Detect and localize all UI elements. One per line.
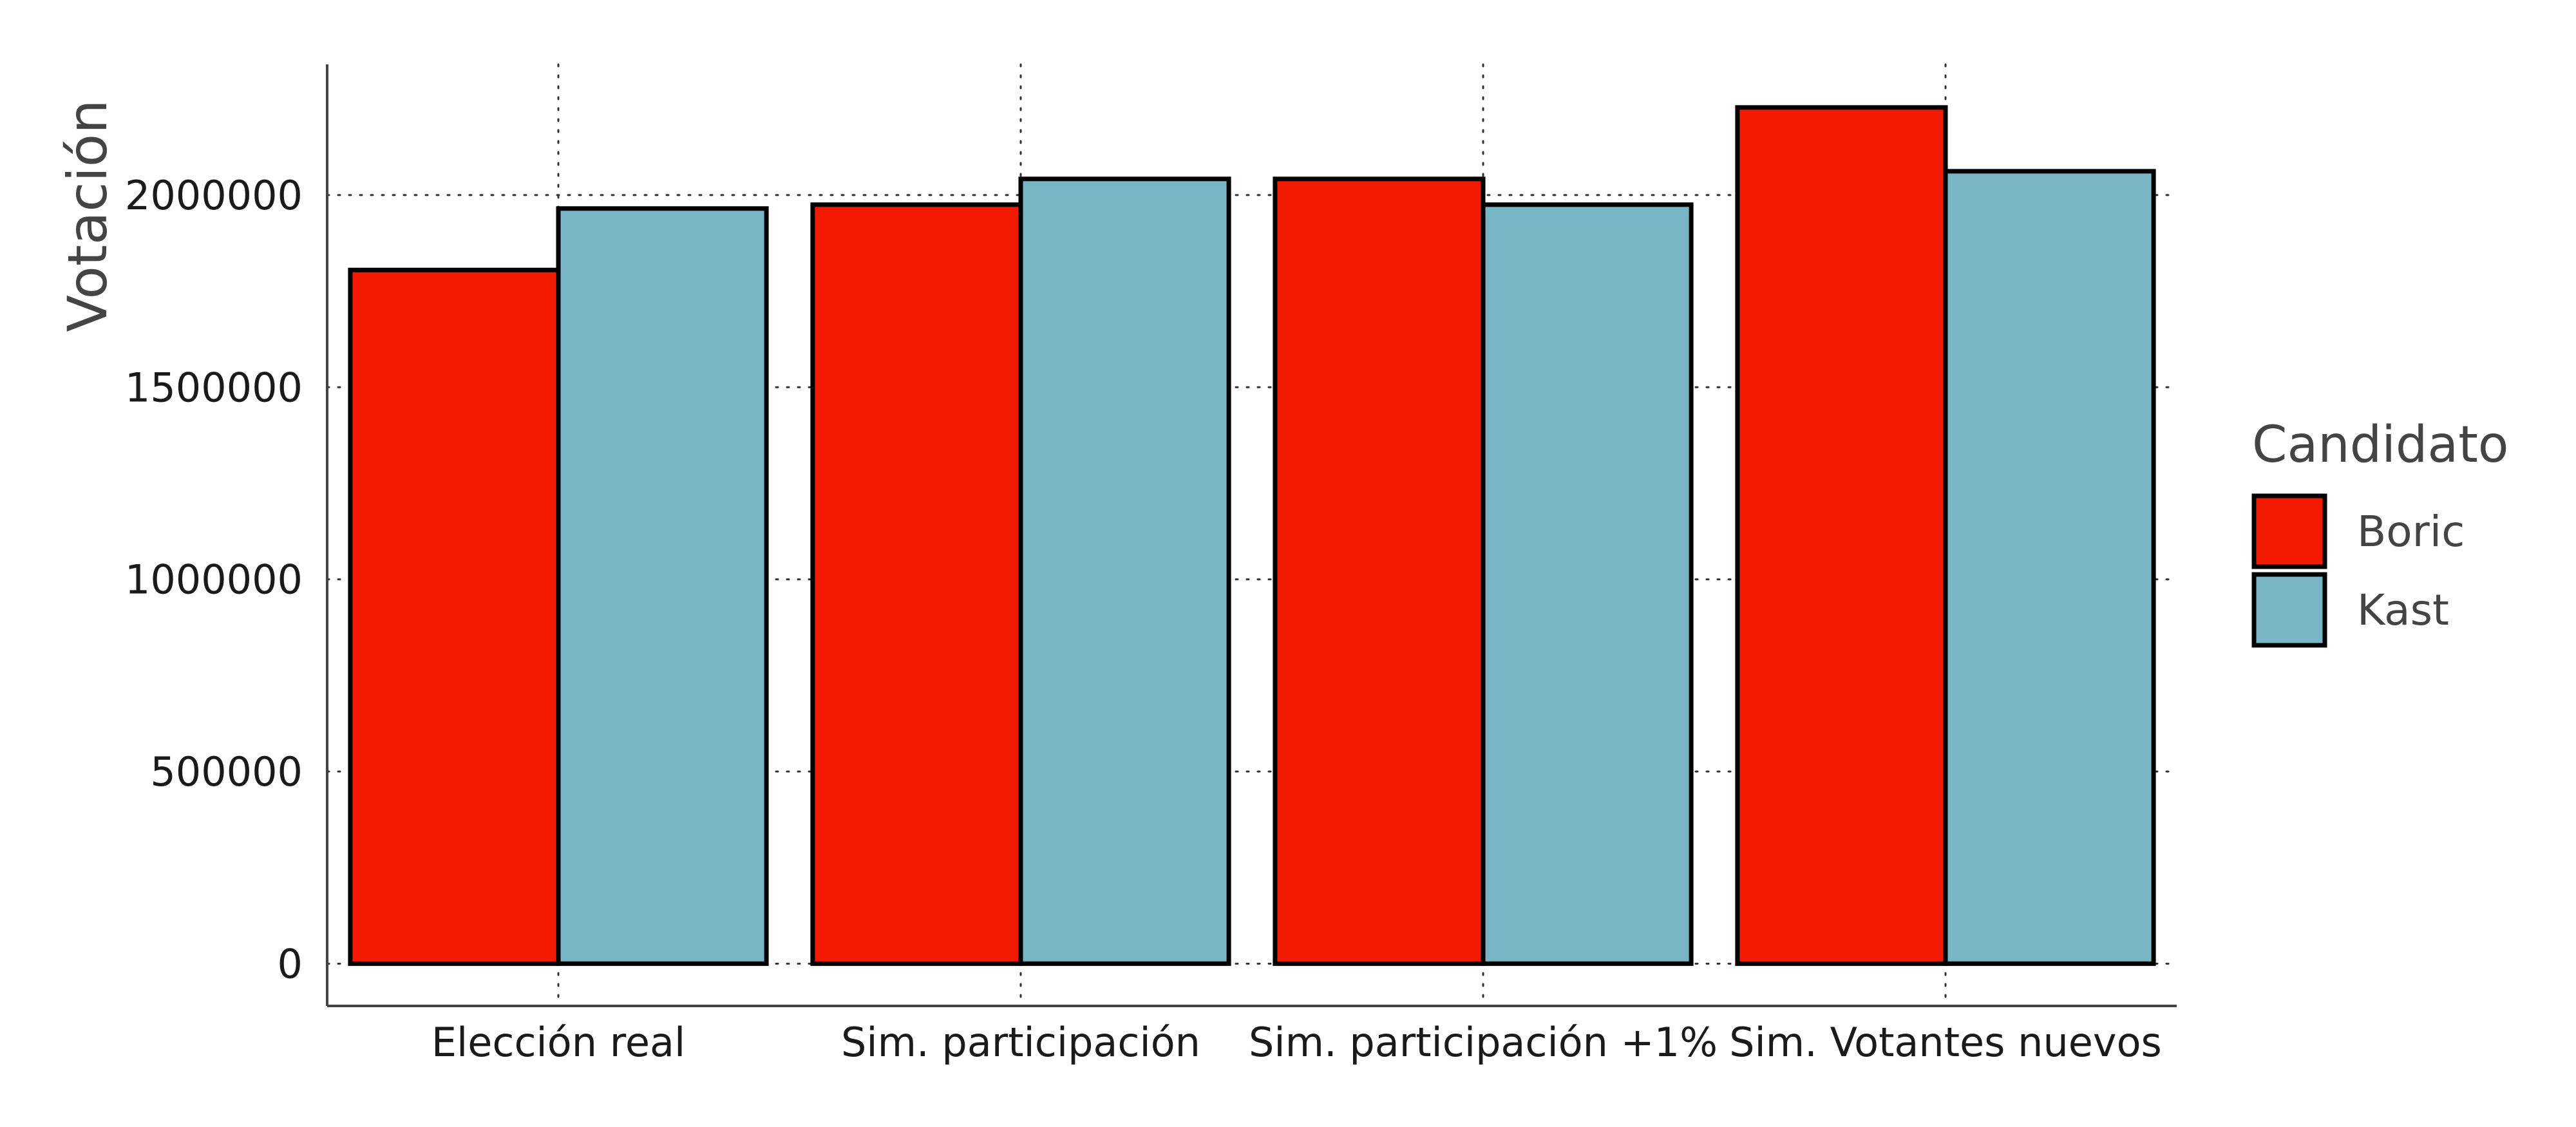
bar-kast-4 xyxy=(1943,169,2156,966)
legend-title: Candidato xyxy=(2252,416,2509,474)
bar-kast-1 xyxy=(556,206,769,966)
legend-swatch-kast xyxy=(2251,572,2327,648)
y-tick-label: 2000000 xyxy=(125,172,303,219)
y-tick-label: 1500000 xyxy=(125,364,303,411)
x-tick-labels: Elección real Sim. participación Sim. part… xyxy=(431,1019,2162,1066)
bar-kast-2 xyxy=(1018,176,1231,966)
bars xyxy=(348,105,2156,966)
legend-swatch-boric xyxy=(2251,493,2327,569)
legend: Candidato Boric Kast xyxy=(2251,416,2509,648)
y-tick-label: 500000 xyxy=(150,748,303,795)
axes xyxy=(326,64,2177,1007)
y-tick-labels: 0 500000 1000000 1500000 2000000 xyxy=(125,172,303,987)
x-tick-label: Sim. Votantes nuevos xyxy=(1729,1019,2162,1066)
legend-label-boric: Boric xyxy=(2357,507,2465,556)
bar-kast-3 xyxy=(1481,202,1694,966)
y-axis-label: Votación xyxy=(56,100,119,332)
x-tick-label: Sim. participación xyxy=(841,1019,1200,1066)
x-tick-label: Sim. participación +1% xyxy=(1249,1019,1718,1066)
bar-boric-2 xyxy=(810,202,1023,966)
x-tick-label: Elección real xyxy=(431,1019,685,1066)
bar-boric-4 xyxy=(1735,105,1948,966)
y-tick-label: 1000000 xyxy=(125,556,303,603)
bar-boric-3 xyxy=(1273,176,1486,966)
bar-boric-1 xyxy=(348,267,561,966)
legend-label-kast: Kast xyxy=(2357,585,2449,635)
y-tick-label: 0 xyxy=(278,940,303,987)
